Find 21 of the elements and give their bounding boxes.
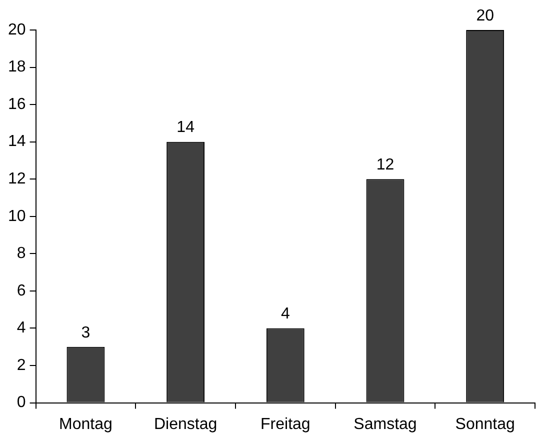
x-tick-label: Samstag (354, 416, 417, 433)
y-tick-label: 12 (8, 170, 26, 188)
data-label: 3 (81, 324, 90, 342)
data-label: 20 (476, 7, 494, 24)
data-label: 4 (280, 306, 290, 323)
y-tick-label: 16 (8, 96, 26, 113)
y-tick-label: 10 (8, 208, 26, 225)
y-tick-label: 0 (16, 394, 26, 412)
data-label: 12 (376, 156, 394, 174)
y-tick-label: 6 (16, 282, 26, 300)
y-tick-label: 4 (16, 320, 26, 337)
x-tick-label: Dienstag (154, 416, 218, 433)
data-label: 14 (176, 119, 195, 136)
y-tick-label: 2 (16, 356, 26, 374)
y-tick-label: 20 (8, 21, 26, 38)
y-tick-label: 18 (8, 58, 26, 76)
x-tick-label: Sonntag (455, 416, 515, 433)
y-tick-label: 8 (16, 245, 26, 262)
x-tick-label: Freitag (260, 416, 310, 433)
x-tick-label: Montag (59, 416, 112, 433)
y-tick-label: 14 (8, 133, 26, 150)
